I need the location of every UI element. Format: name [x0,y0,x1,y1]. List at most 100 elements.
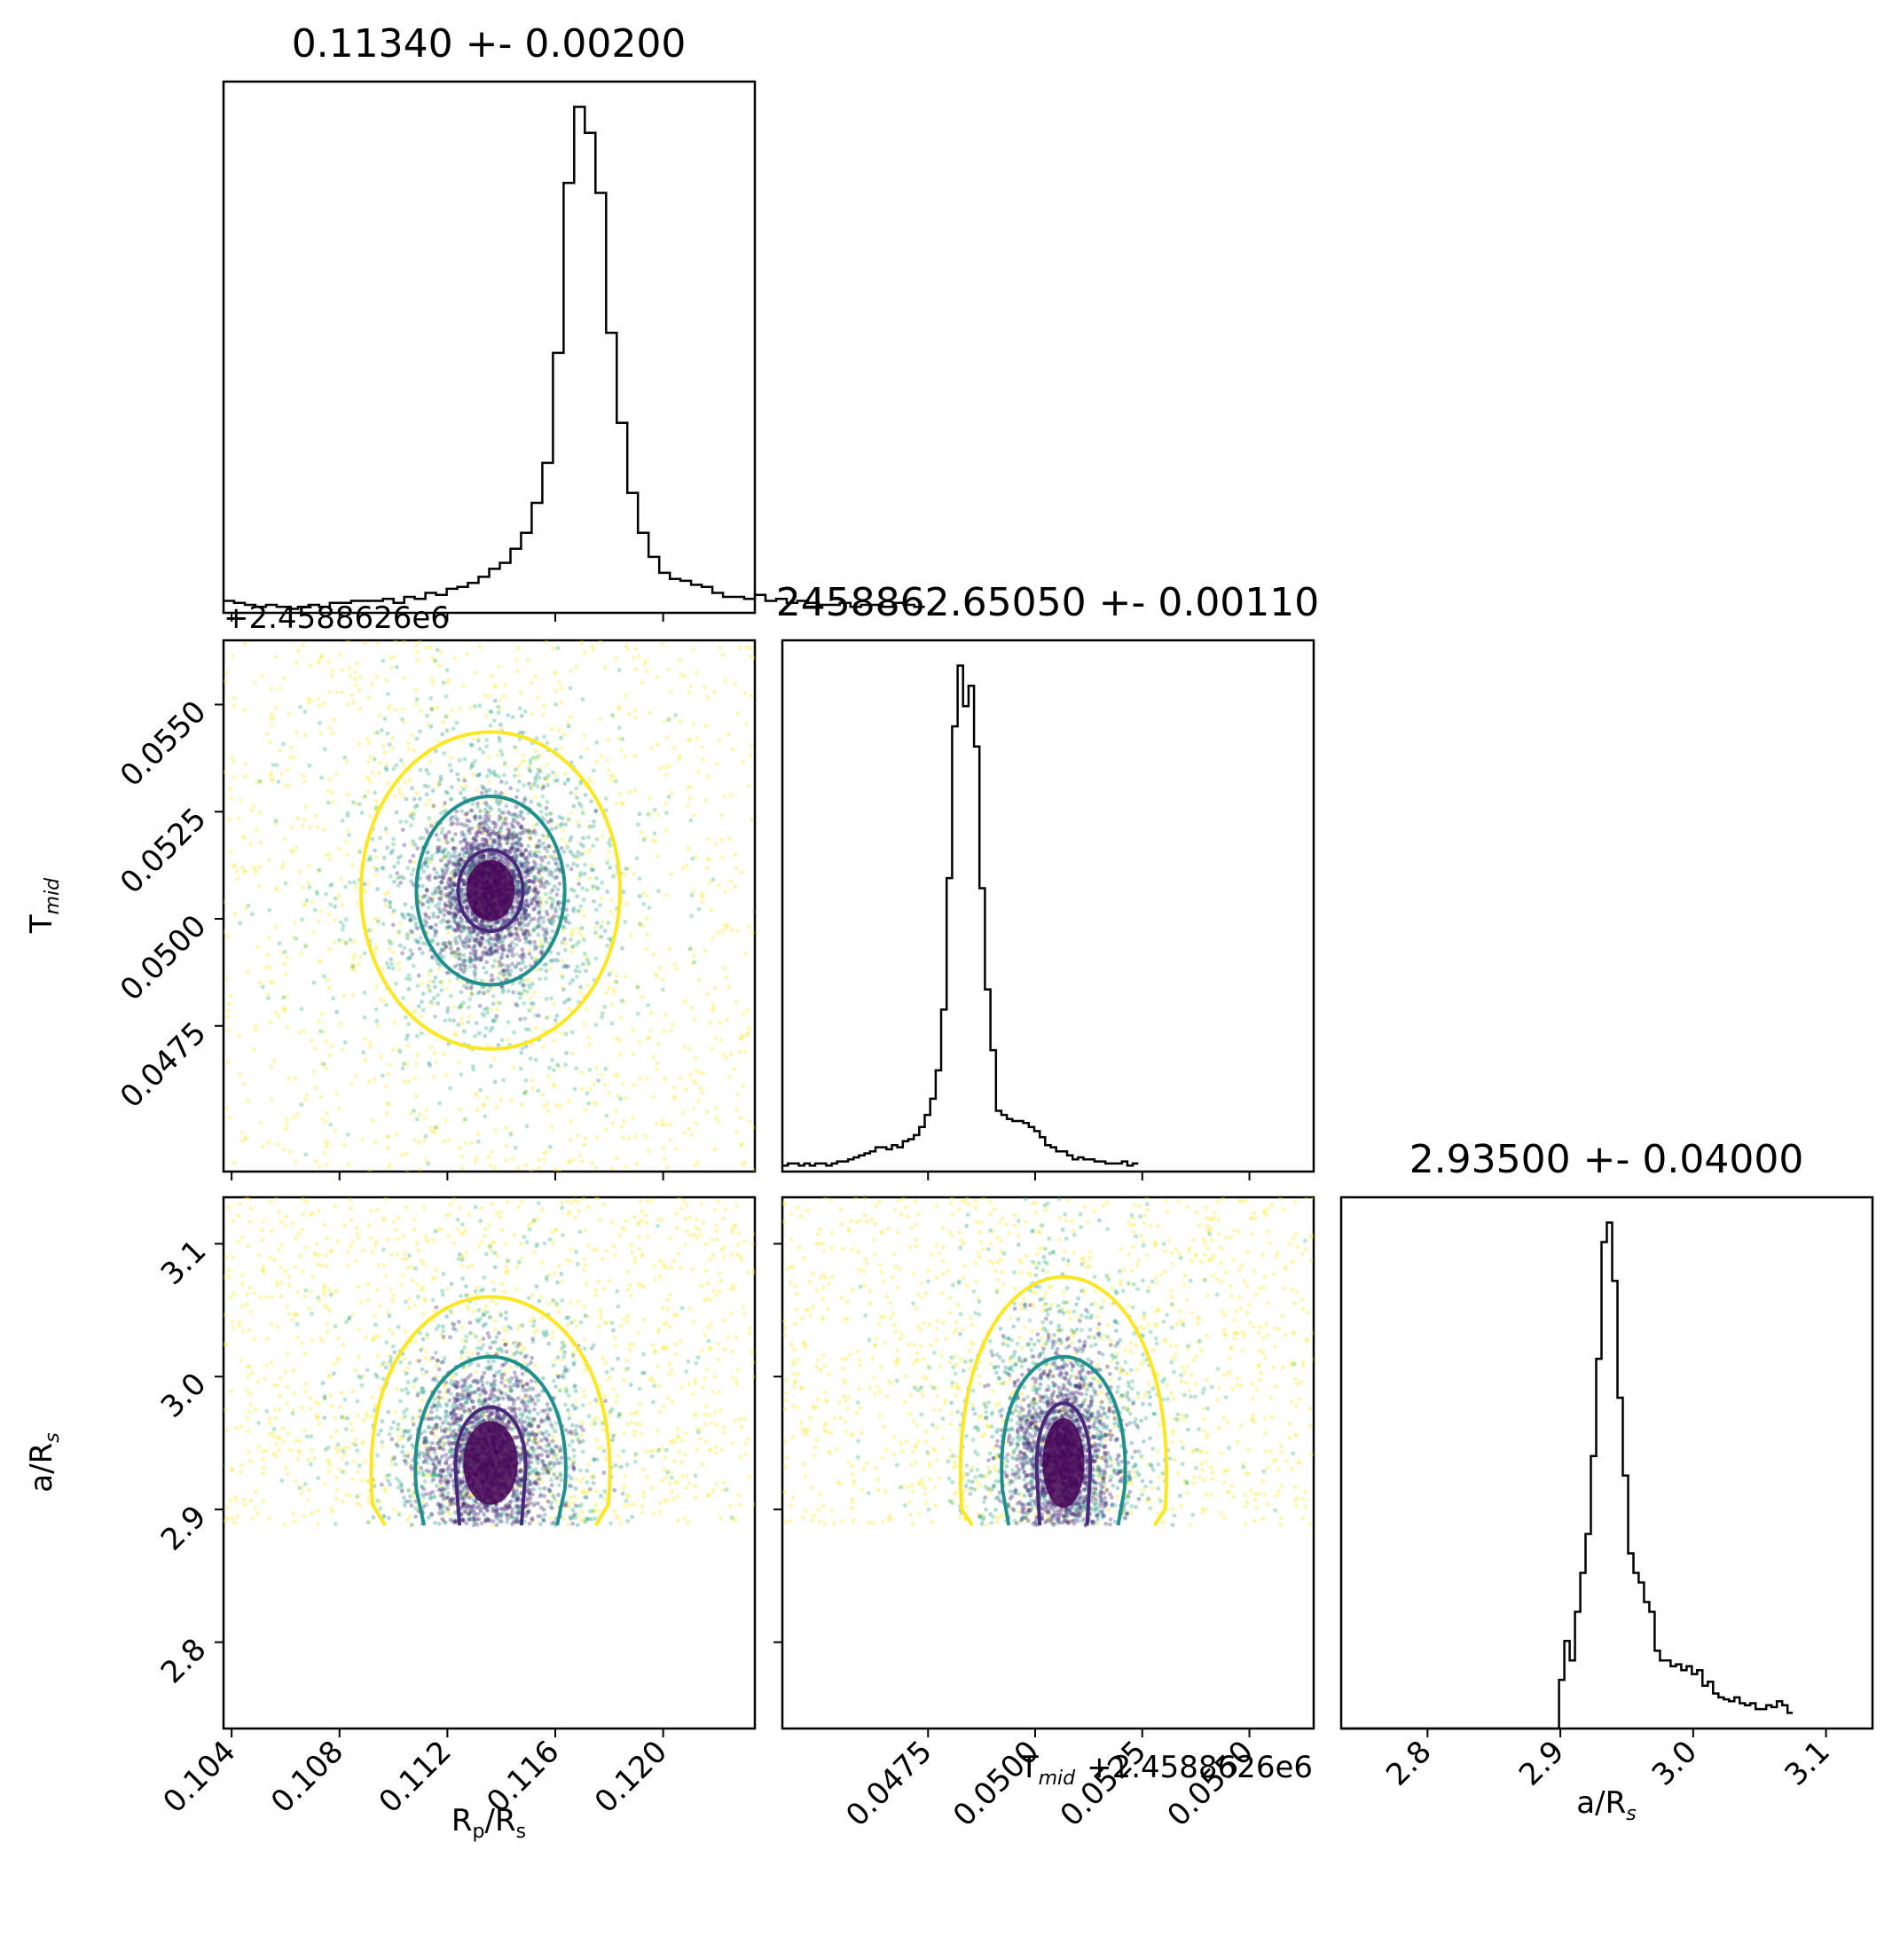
scatter-point [344,941,349,946]
scatter-point [537,911,542,915]
scatter-point [481,923,486,929]
scatter-point [517,859,522,865]
scatter-point [683,1243,687,1247]
scatter-point [444,729,450,734]
scatter-point [267,907,272,913]
scatter-point [225,1008,230,1013]
scatter-point [503,1378,507,1383]
scatter-point [248,1498,254,1503]
scatter-point [459,809,464,814]
scatter-point [742,1160,747,1164]
scatter-point [462,962,467,968]
scatter-point [225,1060,231,1065]
scatter-point [571,861,577,866]
scatter-point [535,968,540,972]
scatter-point [568,686,573,691]
scatter-point [474,826,479,831]
scatter-point [456,777,461,782]
scatter-point [527,885,532,890]
scatter-point [431,1075,436,1079]
scatter-point [386,890,391,895]
scatter-point [302,1028,306,1033]
scatter-point [279,865,285,870]
scatter-point [514,930,519,936]
scatter-point [396,875,400,881]
scatter-point [603,1456,608,1461]
scatter-point [523,1044,529,1049]
scatter-point [450,709,455,713]
scatter-point [495,937,500,943]
scatter-point [587,848,592,853]
scatter-point [520,947,525,953]
scatter-point [485,833,491,838]
scatter-point [606,840,611,845]
scatter-point [465,818,470,823]
scatter-point [477,829,483,835]
scatter-point [302,1514,306,1519]
scatter-point [466,1512,470,1517]
scatter-point [538,878,543,883]
scatter-point [693,1484,698,1488]
scatter-point [304,1245,309,1250]
scatter-point [660,977,665,982]
scatter-point [669,872,673,877]
scatter-point [237,1319,241,1324]
scatter-point [557,1388,561,1392]
scatter-point [377,771,382,776]
scatter-point [240,1235,245,1240]
scatter-point [413,702,419,707]
scatter-point [507,947,513,952]
scatter-point [385,731,390,736]
scatter-point [549,1230,554,1235]
scatter-point [600,1072,604,1078]
scatter-point [439,879,444,884]
scatter-point [733,884,738,890]
scatter-point [653,1277,657,1282]
scatter-point [445,885,450,890]
scatter-point [445,904,451,908]
scatter-point [587,1068,593,1072]
scatter-point [435,1446,440,1452]
scatter-point [263,1295,269,1300]
scatter-point [450,950,455,955]
scatter-point [367,1168,373,1172]
scatter-point [254,869,258,874]
scatter-point [373,805,379,811]
scatter-point [268,773,273,778]
scatter-panel-0-2 [224,1197,755,1528]
scatter-point [451,846,456,851]
scatter-point [625,1494,631,1500]
scatter-point [521,730,526,735]
scatter-point [272,1257,277,1262]
scatter-point [260,1268,265,1274]
scatter-point [599,1316,603,1321]
scatter-point [387,946,392,952]
scatter-point [562,733,567,738]
scatter-point [497,818,501,822]
scatter-point [239,1138,245,1143]
scatter-point [516,928,521,932]
scatter-point [536,1013,541,1018]
scatter-point [620,872,624,877]
scatter-point [645,893,649,898]
scatter-point [444,833,449,837]
scatter-point [664,735,670,741]
scatter-point [442,848,447,852]
scatter-point [552,849,557,854]
scatter-point [514,847,520,852]
scatter-point [458,860,462,866]
scatter-point [612,1432,617,1438]
scatter-point [749,743,754,749]
scatter-point [453,862,459,867]
scatter-point [572,1180,577,1184]
scatter-point [594,1135,600,1140]
scatter-point [508,1514,514,1519]
scatter-point [279,1243,284,1248]
scatter-point [459,1004,463,1009]
scatter-point [406,1079,412,1085]
scatter-point [501,1337,506,1342]
scatter-point [723,1207,728,1212]
scatter-point [347,665,352,670]
scatter-point [707,857,712,862]
scatter-point [726,1334,731,1339]
